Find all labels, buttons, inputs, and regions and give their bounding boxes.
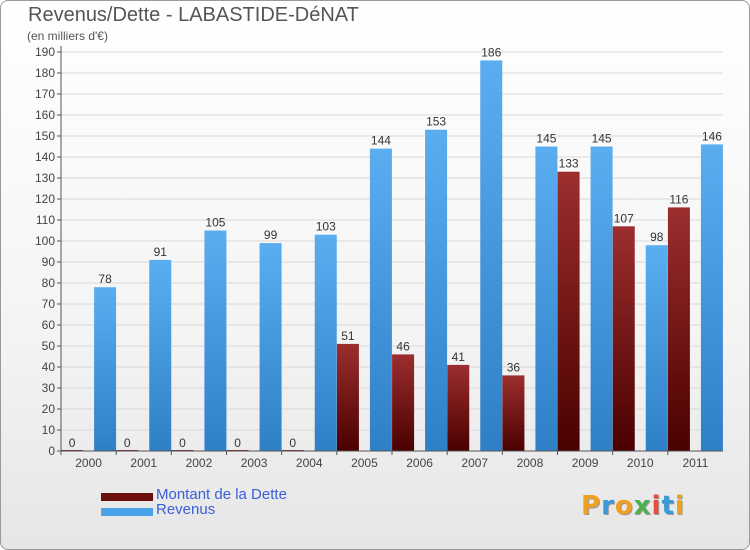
x-tick-label: 2006: [406, 456, 433, 470]
data-label-revenus-2007: 186: [481, 45, 501, 59]
data-label-dette-2009: 133: [559, 157, 579, 171]
y-tick-label: 70: [42, 297, 56, 311]
bar-revenus-2006: [425, 129, 448, 451]
data-label-dette-2000: 0: [69, 436, 76, 450]
bar-dette-2009: [557, 171, 580, 451]
legend-swatch-revenus: [101, 508, 153, 516]
data-label-revenus-2009: 145: [592, 132, 612, 146]
bar-revenus-2004: [314, 234, 337, 451]
y-tick-label: 90: [42, 255, 56, 269]
y-tick-label: 20: [42, 402, 56, 416]
data-label-revenus-2010: 98: [650, 230, 664, 244]
data-label-dette-2008: 36: [507, 360, 521, 374]
x-tick-label: 2003: [241, 456, 268, 470]
data-label-revenus-2001: 91: [154, 245, 168, 259]
logo-letter: o: [614, 491, 634, 521]
logo-letter: x: [633, 491, 652, 521]
y-tick-label: 40: [42, 360, 56, 374]
bars: [61, 60, 723, 452]
y-tick-label: 80: [42, 276, 56, 290]
bar-revenus-2011: [700, 144, 723, 451]
data-label-revenus-2000: 78: [98, 272, 112, 286]
y-tick-label: 190: [35, 45, 55, 59]
x-tick-label: 2004: [296, 456, 323, 470]
data-label-revenus-2006: 153: [426, 115, 446, 129]
bar-dette-2006: [392, 354, 415, 451]
x-tick-label: 2002: [186, 456, 213, 470]
x-tick-label: 2000: [75, 456, 102, 470]
x-tick-label: 2008: [517, 456, 544, 470]
bar-revenus-2009: [590, 146, 613, 451]
data-label-dette-2001: 0: [124, 436, 131, 450]
proxiti-logo: Proxiti: [581, 491, 685, 521]
y-tick-label: 160: [35, 108, 55, 122]
bar-revenus-2003: [259, 243, 282, 451]
chart-subtitle: (en milliers d'€): [27, 29, 108, 43]
bar-revenus-2005: [369, 148, 392, 451]
data-label-revenus-2004: 103: [316, 220, 336, 234]
bar-revenus-2008: [535, 146, 558, 451]
data-label-dette-2007: 41: [452, 350, 466, 364]
y-axis-ticks: 0 10 20 30 40 50 60 70 80 90 100 110 120 130 140 150 160…: [35, 45, 61, 458]
y-tick-label: 0: [48, 444, 55, 458]
y-tick-label: 10: [42, 423, 56, 437]
y-tick-label: 170: [35, 87, 55, 101]
data-labels: 0780910105099010351144461534118636145133…: [69, 45, 723, 450]
data-label-dette-2003: 0: [234, 436, 241, 450]
bar-revenus-2010: [645, 245, 668, 451]
x-tick-label: 2010: [627, 456, 654, 470]
y-tick-label: 30: [42, 381, 56, 395]
bar-revenus-2007: [480, 60, 503, 452]
data-label-revenus-2003: 99: [264, 228, 278, 242]
legend-label-revenus: Revenus: [156, 501, 216, 518]
x-tick-label: 2001: [130, 456, 157, 470]
legend-label-dette: Montant de la Dette: [156, 486, 287, 503]
y-tick-label: 60: [42, 318, 56, 332]
x-tick-label: 2009: [572, 456, 599, 470]
logo-letter: i: [651, 491, 662, 521]
bar-revenus-2000: [94, 287, 117, 451]
logo-letter: P: [581, 491, 602, 521]
bar-dette-2008: [502, 375, 525, 451]
data-label-dette-2002: 0: [179, 436, 186, 450]
logo-letter: t: [661, 491, 675, 521]
x-tick-label: 2005: [351, 456, 378, 470]
bar-dette-2007: [447, 364, 470, 451]
y-tick-label: 110: [36, 213, 55, 227]
y-tick-label: 120: [35, 192, 55, 206]
data-label-dette-2005: 51: [341, 329, 355, 343]
bar-revenus-2001: [149, 259, 172, 451]
bar-dette-2005: [336, 343, 359, 451]
data-label-dette-2004: 0: [289, 436, 296, 450]
bar-dette-2011: [667, 207, 690, 451]
y-tick-label: 180: [35, 66, 55, 80]
x-tick-label: 2011: [683, 456, 709, 470]
gridlines: [61, 51, 723, 452]
x-tick-label: 2007: [461, 456, 488, 470]
chart-title: Revenus/Dette - LABASTIDE-DéNAT: [28, 4, 359, 26]
data-label-dette-2006: 46: [396, 339, 410, 353]
y-tick-label: 50: [42, 339, 56, 353]
data-label-dette-2010: 107: [614, 211, 634, 225]
bar-revenus-2002: [204, 230, 227, 451]
data-label-dette-2011: 116: [669, 192, 688, 206]
bar-dette-2010: [612, 226, 635, 451]
axes: [60, 46, 723, 452]
data-label-revenus-2005: 144: [371, 134, 391, 148]
data-label-revenus-2011: 146: [702, 129, 722, 143]
y-tick-label: 130: [35, 171, 55, 185]
data-label-revenus-2002: 105: [205, 216, 225, 230]
x-axis-ticks: 2000 2001 2002 2003 2004 2005 2006 2007 2008 2009…: [60, 451, 709, 470]
y-tick-label: 100: [35, 234, 55, 248]
data-label-revenus-2008: 145: [536, 132, 556, 146]
y-tick-label: 150: [35, 129, 55, 143]
y-tick-label: 140: [35, 150, 55, 164]
legend-swatch-dette: [101, 493, 153, 501]
logo-letter: i: [674, 491, 685, 521]
logo-letter: r: [601, 491, 615, 521]
